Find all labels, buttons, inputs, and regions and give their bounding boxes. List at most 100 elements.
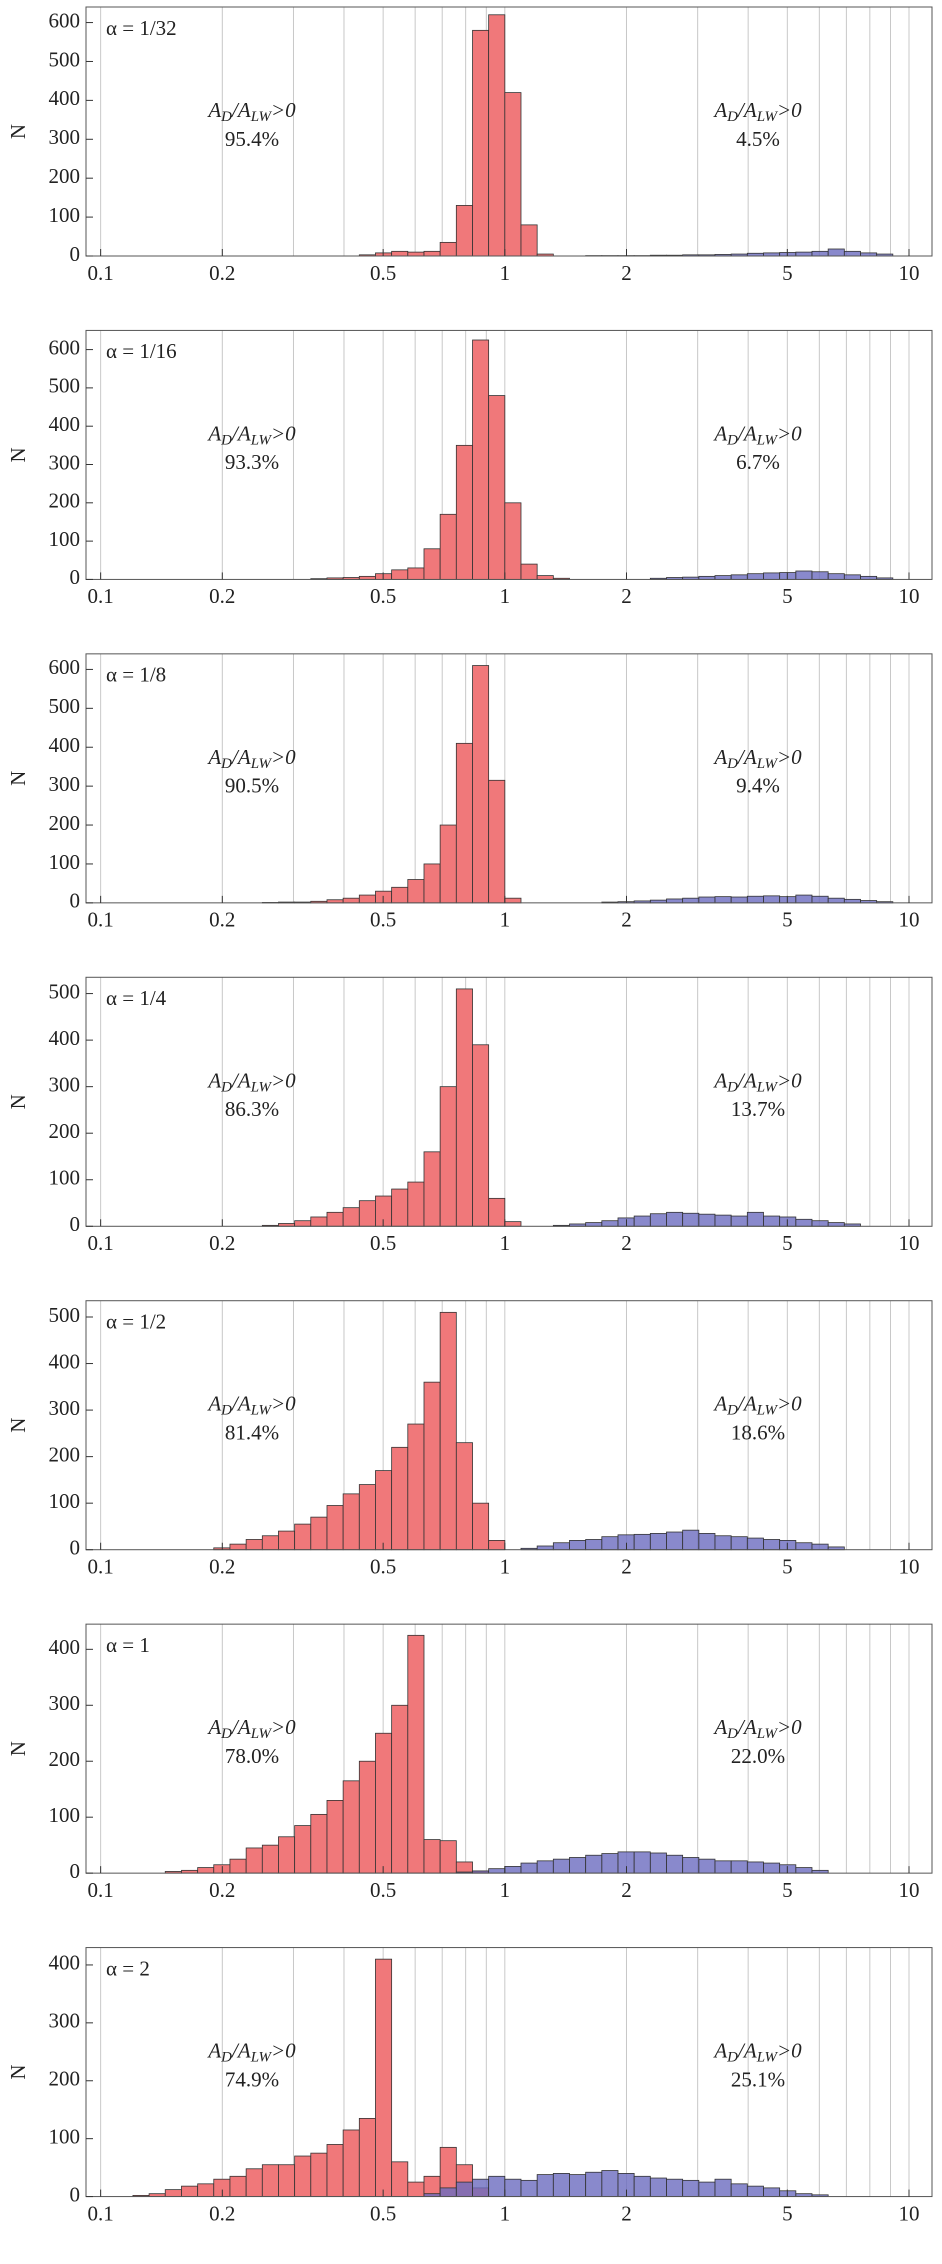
histogram-bar bbox=[278, 2164, 296, 2197]
histogram-bar bbox=[649, 1533, 667, 1551]
histogram-bar bbox=[763, 1539, 781, 1551]
x-tick-label: 5 bbox=[782, 261, 793, 285]
histogram-bar bbox=[763, 1215, 781, 1227]
annotation-label: AD/ALW>0 bbox=[206, 2038, 296, 2066]
annotation-percent: 74.9% bbox=[225, 2067, 279, 2091]
histogram-bar bbox=[601, 1853, 619, 1874]
histogram-bar bbox=[569, 2174, 587, 2197]
histogram-bar bbox=[358, 1200, 376, 1227]
histogram-bar bbox=[439, 1840, 457, 1874]
histogram-bar bbox=[666, 1854, 684, 1874]
histogram-bar bbox=[407, 1181, 425, 1227]
histogram-bar bbox=[407, 567, 425, 580]
histogram-bar bbox=[649, 2177, 667, 2197]
subscript: LW bbox=[756, 2050, 779, 2066]
x-tick-label: 10 bbox=[899, 261, 920, 285]
x-tick-label: 1 bbox=[500, 261, 511, 285]
histogram-bar bbox=[310, 1216, 328, 1227]
histogram-bar bbox=[601, 2170, 619, 2197]
y-tick-label: 0 bbox=[70, 242, 81, 266]
histogram-bar bbox=[585, 1854, 603, 1874]
histogram-bar bbox=[391, 1188, 409, 1227]
x-tick-label: 1 bbox=[500, 1231, 511, 1255]
annotation-label: AD/ALW>0 bbox=[206, 745, 296, 773]
label-part: /A bbox=[737, 98, 757, 122]
histogram-bar bbox=[488, 395, 506, 580]
histogram-bar bbox=[666, 1211, 684, 1227]
label-part: A bbox=[712, 1715, 727, 1739]
histogram-bar bbox=[536, 1545, 554, 1551]
x-tick-label: 0.5 bbox=[370, 261, 396, 285]
histogram-bar bbox=[666, 2178, 684, 2197]
histogram-bar bbox=[827, 248, 845, 257]
histogram-bar bbox=[714, 896, 732, 904]
panel-title: α = 2 bbox=[106, 1956, 150, 1980]
histogram-bar bbox=[827, 1222, 845, 1227]
y-tick-label: 0 bbox=[70, 1212, 81, 1236]
y-tick-label: 300 bbox=[49, 2009, 81, 2033]
y-tick-label: 300 bbox=[49, 1396, 81, 1420]
x-tick-label: 5 bbox=[782, 2201, 793, 2225]
histogram-bar bbox=[294, 2155, 312, 2197]
x-tick-label: 0.1 bbox=[88, 908, 114, 932]
histogram-bar bbox=[439, 1086, 457, 1227]
y-tick-label: 0 bbox=[70, 1859, 81, 1883]
histogram-bar bbox=[520, 2179, 538, 2197]
subscript: LW bbox=[250, 433, 273, 449]
x-tick-label: 0.2 bbox=[209, 2201, 235, 2225]
panel-title: α = 1/8 bbox=[106, 663, 166, 687]
x-tick-label: 0.1 bbox=[88, 584, 114, 608]
label-part: /A bbox=[737, 1392, 757, 1416]
label-part: /A bbox=[737, 1068, 757, 1092]
subscript: LW bbox=[756, 1403, 779, 1419]
x-tick-label: 5 bbox=[782, 1555, 793, 1579]
y-axis-label: N bbox=[6, 447, 30, 462]
histogram-bar bbox=[391, 1704, 409, 1874]
x-tick-label: 10 bbox=[899, 1231, 920, 1255]
histogram-bar bbox=[811, 250, 829, 257]
y-tick-label: 400 bbox=[49, 86, 81, 110]
panel-title: α = 1/4 bbox=[106, 986, 167, 1010]
x-tick-label: 0.2 bbox=[209, 1231, 235, 1255]
label-part: /A bbox=[231, 745, 251, 769]
histogram-bar bbox=[504, 502, 522, 580]
annotation-percent: 4.5% bbox=[736, 127, 780, 151]
histogram-bar bbox=[375, 1470, 393, 1551]
histogram-bar bbox=[714, 1535, 732, 1551]
plot-frame bbox=[85, 1947, 933, 2198]
histogram-bar bbox=[746, 895, 764, 904]
histogram-bar bbox=[763, 895, 781, 904]
histogram-bar bbox=[698, 1533, 716, 1551]
y-axis-label: N bbox=[6, 771, 30, 786]
histogram-bar bbox=[714, 2178, 732, 2197]
label-part: /A bbox=[231, 421, 251, 445]
histogram-bar bbox=[714, 1860, 732, 1874]
histogram-bar bbox=[197, 1867, 215, 1874]
histogram-bar bbox=[795, 1542, 813, 1551]
y-tick-label: 600 bbox=[49, 8, 81, 32]
x-tick-label: 5 bbox=[782, 1878, 793, 1902]
y-tick-label: 600 bbox=[49, 655, 81, 679]
annotation-label: AD/ALW>0 bbox=[712, 2038, 802, 2066]
label-part: A bbox=[206, 421, 221, 445]
y-tick-label: 300 bbox=[49, 1691, 81, 1715]
x-tick-label: 0.5 bbox=[370, 1555, 396, 1579]
label-part: A bbox=[712, 98, 727, 122]
label-part: >0 bbox=[271, 1392, 296, 1416]
y-tick-label: 200 bbox=[49, 164, 81, 188]
histogram-bar bbox=[633, 1533, 651, 1551]
histogram-bar bbox=[358, 894, 376, 904]
annotation-label: AD/ALW>0 bbox=[206, 98, 296, 126]
histogram-bar bbox=[261, 2164, 279, 2197]
annotation-label: AD/ALW>0 bbox=[206, 1715, 296, 1743]
label-part: >0 bbox=[777, 1068, 802, 1092]
annotation-label: AD/ALW>0 bbox=[206, 1392, 296, 1420]
x-tick-label: 10 bbox=[899, 1878, 920, 1902]
histogram-bar bbox=[439, 513, 457, 580]
annotation-percent: 22.0% bbox=[731, 1744, 785, 1768]
histogram-bar bbox=[245, 1539, 263, 1551]
y-tick-label: 400 bbox=[49, 1951, 81, 1975]
plot-frame bbox=[85, 976, 933, 1227]
